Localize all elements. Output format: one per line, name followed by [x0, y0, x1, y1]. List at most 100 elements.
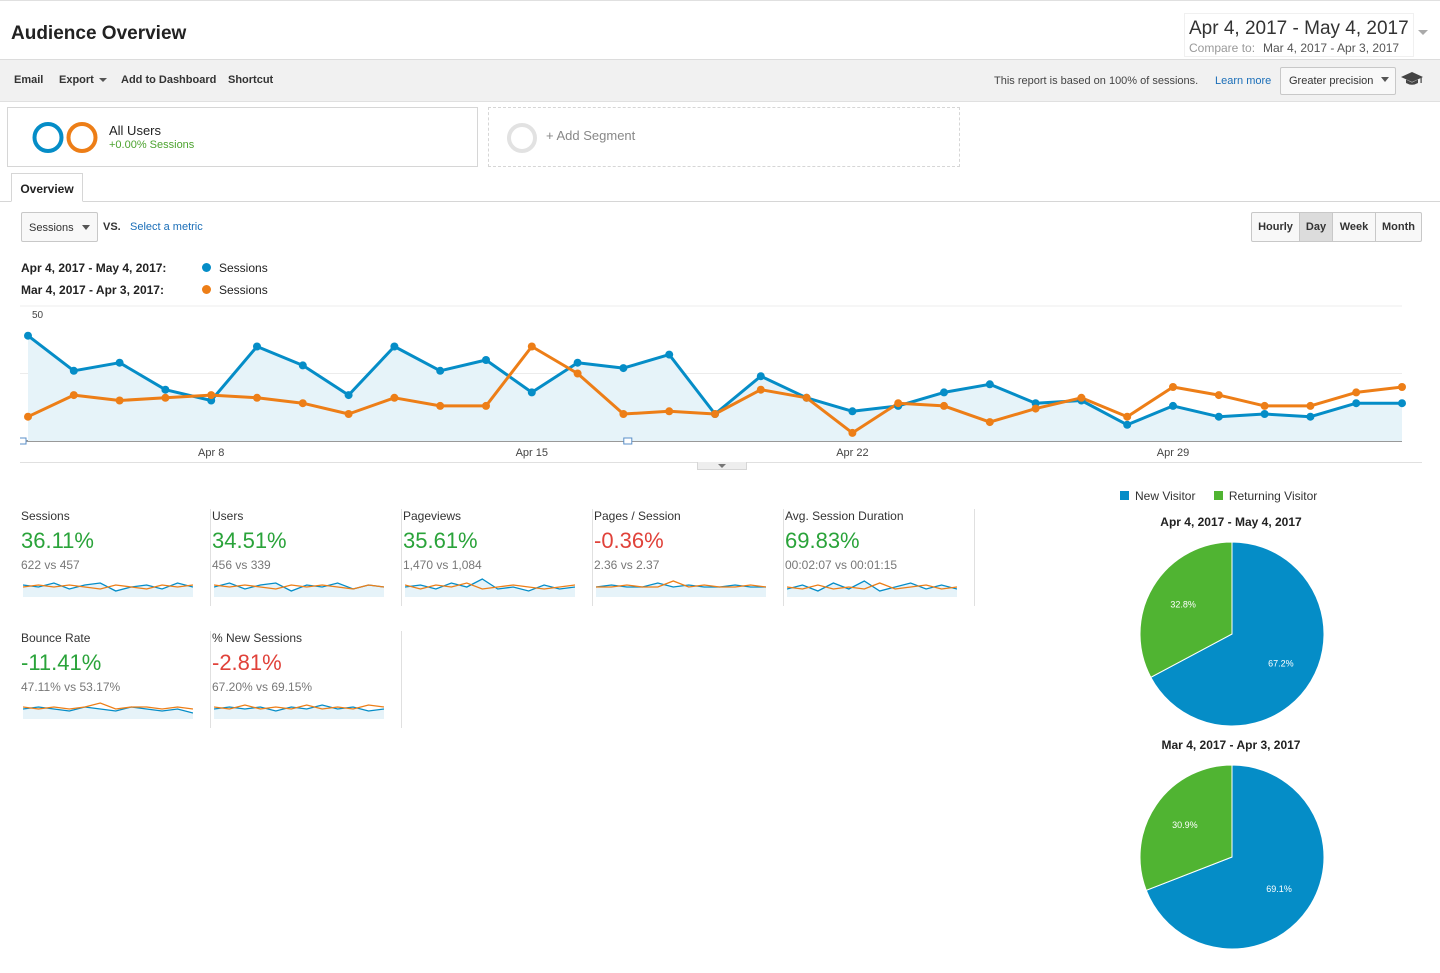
metric-sparkline — [214, 704, 384, 719]
select-metric-link[interactable]: Select a metric — [130, 221, 203, 233]
data-point-previous[interactable] — [985, 418, 994, 427]
data-point-current[interactable] — [390, 342, 399, 351]
data-point-current[interactable] — [436, 366, 445, 375]
data-point-current[interactable] — [756, 372, 765, 381]
data-point-previous[interactable] — [527, 342, 536, 351]
data-point-previous[interactable] — [802, 393, 811, 402]
metric-card[interactable]: Users 34.51% 456 vs 339 — [212, 509, 402, 607]
data-point-previous[interactable] — [1260, 401, 1269, 410]
data-point-previous[interactable] — [482, 401, 490, 410]
data-point-previous[interactable] — [298, 399, 307, 408]
pie-slice-new-visitor[interactable] — [1150, 541, 1325, 727]
granularity-week[interactable]: Week — [1333, 213, 1376, 241]
granularity-day[interactable]: Day — [1300, 213, 1333, 241]
data-point-current[interactable] — [253, 342, 261, 351]
pie-label-new-visitor: 67.2% — [1268, 658, 1294, 668]
data-point-previous[interactable] — [894, 399, 903, 408]
pie-label-returning-visitor: 30.9% — [1172, 820, 1198, 830]
data-point-current[interactable] — [161, 385, 170, 394]
export-button[interactable]: Export — [59, 74, 107, 86]
data-point-current[interactable] — [1306, 412, 1315, 421]
graduation-cap-icon[interactable] — [1401, 70, 1423, 88]
shortcut-button[interactable]: Shortcut — [228, 74, 274, 86]
chart-expand-caret-icon[interactable] — [718, 464, 726, 468]
metric-change-value: -0.36% — [594, 528, 664, 553]
granularity-hourly[interactable]: Hourly — [1252, 213, 1300, 241]
data-point-current[interactable] — [1214, 412, 1223, 421]
data-point-current[interactable] — [24, 331, 32, 340]
data-point-current[interactable] — [1352, 399, 1361, 408]
metric-card[interactable]: Pageviews 35.61% 1,470 vs 1,084 — [403, 509, 593, 607]
data-point-previous[interactable] — [940, 401, 948, 410]
data-point-current[interactable] — [848, 407, 857, 416]
annotation-marker-icon[interactable] — [623, 437, 633, 445]
data-point-previous[interactable] — [115, 396, 124, 405]
data-point-previous[interactable] — [619, 410, 628, 418]
legend-dot-previous — [202, 285, 211, 294]
data-point-previous[interactable] — [344, 410, 353, 418]
pie-slice-returning-visitor[interactable] — [1139, 764, 1233, 891]
data-point-current[interactable] — [573, 358, 582, 367]
data-point-previous[interactable] — [1398, 383, 1406, 391]
data-point-previous[interactable] — [1306, 401, 1315, 410]
add-segment-button[interactable]: + Add Segment — [488, 107, 960, 167]
email-button[interactable]: Email — [14, 74, 44, 86]
legend-series-current: Sessions — [219, 261, 268, 275]
metric-card[interactable]: Bounce Rate -11.41% 47.11% vs 53.17% — [21, 631, 211, 729]
metric-label: Pageviews — [403, 509, 462, 523]
data-point-previous[interactable] — [1031, 404, 1040, 413]
data-point-current[interactable] — [115, 358, 124, 367]
data-point-previous[interactable] — [24, 412, 32, 421]
data-point-current[interactable] — [482, 356, 490, 364]
data-point-current[interactable] — [1169, 401, 1177, 410]
data-point-current[interactable] — [985, 380, 994, 389]
data-point-current[interactable] — [69, 366, 78, 375]
learn-more-link[interactable]: Learn more — [1215, 75, 1272, 87]
tab-overview[interactable]: Overview — [11, 173, 83, 202]
metric-comparison: 456 vs 339 — [212, 558, 271, 572]
date-range-picker[interactable]: Apr 4, 2017 - May 4, 2017 Compare to: Ma… — [1184, 13, 1414, 57]
data-point-previous[interactable] — [665, 407, 674, 416]
data-point-previous[interactable] — [436, 401, 445, 410]
metric-card[interactable]: % New Sessions -2.81% 67.20% vs 69.15% — [212, 631, 402, 729]
data-point-previous[interactable] — [1169, 383, 1177, 391]
data-point-current[interactable] — [1123, 420, 1132, 429]
data-point-previous[interactable] — [1077, 393, 1086, 402]
segment-all-users[interactable]: All Users +0.00% Sessions — [7, 107, 478, 167]
data-point-previous[interactable] — [253, 393, 261, 402]
data-point-previous[interactable] — [390, 393, 399, 402]
data-point-previous[interactable] — [1352, 388, 1361, 397]
data-point-current[interactable] — [1398, 399, 1406, 408]
data-point-previous[interactable] — [1214, 391, 1223, 400]
data-point-previous[interactable] — [69, 391, 78, 400]
data-point-current[interactable] — [940, 388, 948, 397]
data-point-previous[interactable] — [573, 369, 582, 378]
data-point-previous[interactable] — [848, 428, 857, 437]
metric-card[interactable]: Pages / Session -0.36% 2.36 vs 2.37 — [594, 509, 784, 607]
pie-slice-returning-visitor[interactable] — [1139, 541, 1233, 678]
data-point-current[interactable] — [298, 361, 307, 370]
data-point-current[interactable] — [619, 364, 628, 373]
pie-slice-new-visitor[interactable] — [1145, 764, 1325, 950]
precision-select[interactable]: Greater precision — [1280, 67, 1396, 95]
x-tick-label: Apr 8 — [198, 447, 224, 459]
metric-card[interactable]: Sessions 36.11% 622 vs 457 — [21, 509, 211, 607]
data-point-current[interactable] — [527, 388, 536, 397]
annotation-marker-icon[interactable] — [20, 437, 27, 445]
metric-card[interactable]: Avg. Session Duration 69.83% 00:02:07 vs 0… — [785, 509, 975, 607]
date-range-caret-icon[interactable] — [1418, 30, 1428, 35]
data-point-previous[interactable] — [161, 393, 170, 402]
metric-label: % New Sessions — [212, 631, 303, 645]
data-point-current[interactable] — [665, 350, 674, 359]
data-point-previous[interactable] — [1123, 412, 1132, 421]
data-point-current[interactable] — [1260, 410, 1269, 418]
metric-sparkline — [596, 580, 766, 597]
metric-change-value: -11.41% — [21, 650, 102, 675]
data-point-previous[interactable] — [207, 391, 216, 400]
data-point-previous[interactable] — [711, 410, 719, 418]
data-point-current[interactable] — [344, 391, 353, 400]
data-point-previous[interactable] — [756, 385, 765, 394]
x-tick-label: Apr 22 — [836, 447, 868, 459]
add-to-dashboard-button[interactable]: Add to Dashboard — [121, 74, 217, 86]
granularity-month[interactable]: Month — [1382, 221, 1415, 233]
